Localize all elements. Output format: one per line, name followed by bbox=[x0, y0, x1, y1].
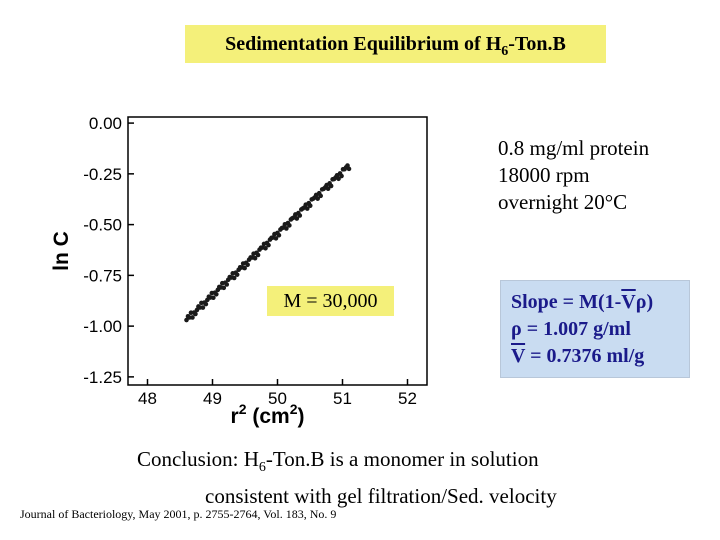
x-tick-label: 51 bbox=[333, 389, 352, 408]
data-point bbox=[276, 232, 282, 238]
data-point bbox=[304, 206, 310, 211]
data-point bbox=[287, 223, 292, 228]
data-point bbox=[263, 245, 268, 251]
conclusion-suffix: -Ton.B is a monomer in solution bbox=[265, 447, 539, 471]
data-point bbox=[234, 272, 240, 277]
x-tick-label: 50 bbox=[268, 389, 287, 408]
y-tick-label: 0.00 bbox=[89, 114, 122, 133]
conclusion-prefix: Conclusion: H bbox=[137, 447, 259, 471]
data-point bbox=[200, 305, 206, 310]
x-axis-label-unit: (cm bbox=[247, 405, 290, 428]
x-tick-label: 48 bbox=[138, 389, 157, 408]
slope-line-2: ρ = 1.007 g/ml bbox=[511, 318, 631, 340]
molecular-weight-label: M = 30,000 bbox=[267, 286, 394, 316]
y-tick-label: -0.50 bbox=[83, 216, 122, 235]
data-point bbox=[307, 203, 313, 208]
data-point bbox=[346, 166, 352, 172]
data-point bbox=[318, 193, 323, 199]
data-point bbox=[214, 291, 219, 297]
data-point bbox=[242, 265, 247, 271]
x-axis-label-main: r bbox=[231, 405, 239, 428]
citation: Journal of Bacteriology, May 2001, p. 27… bbox=[20, 507, 337, 521]
data-point bbox=[336, 176, 341, 182]
conclusion-line-2: consistent with gel filtration/Sed. velo… bbox=[205, 484, 557, 509]
v-bar-value: = 0.7376 ml/g bbox=[525, 345, 645, 367]
condition-speed: 18000 rpm bbox=[498, 163, 590, 187]
data-point bbox=[294, 216, 300, 221]
partial-specific-volume-symbol: V bbox=[621, 291, 636, 313]
slope-line-1: Slope = M(1-Vρ) bbox=[511, 289, 689, 316]
conclusion-text: Conclusion: H6-Ton.B is a monomer in sol… bbox=[137, 445, 557, 511]
data-point bbox=[325, 186, 331, 192]
data-point bbox=[245, 262, 250, 268]
experiment-conditions: 0.8 mg/ml protein 18000 rpm overnight 20… bbox=[498, 135, 649, 216]
x-axis-label-unit-sup: 2 bbox=[290, 401, 298, 417]
slope-equation-box: Slope = M(1-Vρ) ρ = 1.007 g/ml V = 0.737… bbox=[500, 280, 690, 378]
title-subscript: 6 bbox=[501, 44, 509, 59]
x-tick-label: 49 bbox=[203, 389, 222, 408]
y-tick-label: -0.75 bbox=[83, 266, 122, 285]
conclusion-line-1: Conclusion: H6-Ton.B is a monomer in sol… bbox=[137, 447, 539, 475]
conclusion-subscript: 6 bbox=[258, 460, 266, 476]
scatter-chart: 0.00 -0.25 -0.50 -0.75 -1.00 -1.25 48 49 50 51 52… bbox=[50, 114, 428, 428]
data-point bbox=[211, 295, 216, 301]
v-bar-symbol: V bbox=[511, 345, 526, 367]
data-points bbox=[184, 163, 352, 323]
data-point bbox=[315, 196, 320, 201]
x-axis-label-sup: 2 bbox=[239, 401, 247, 417]
data-point bbox=[193, 311, 198, 317]
data-point bbox=[266, 242, 271, 248]
slope-close: ) bbox=[646, 291, 654, 313]
title-suffix: -Ton.B bbox=[508, 33, 566, 55]
data-point bbox=[231, 275, 237, 281]
data-point bbox=[273, 236, 279, 241]
x-axis-label-close: ) bbox=[297, 405, 304, 428]
data-point bbox=[224, 282, 230, 287]
condition-time-temp: overnight 20°C bbox=[498, 190, 628, 214]
y-axis-ticks: 0.00 -0.25 -0.50 -0.75 -1.00 -1.25 bbox=[83, 114, 134, 387]
y-tick-label: -1.00 bbox=[83, 317, 122, 336]
data-point bbox=[284, 226, 289, 231]
data-point bbox=[252, 255, 258, 261]
x-axis-label: r2 (cm2) bbox=[231, 401, 305, 428]
data-point bbox=[297, 213, 303, 218]
data-point bbox=[255, 252, 261, 258]
data-point bbox=[190, 315, 195, 320]
y-tick-label: -1.25 bbox=[83, 368, 122, 387]
x-tick-label: 52 bbox=[398, 389, 417, 408]
x-axis-ticks: 48 49 50 51 52 bbox=[138, 379, 417, 408]
slope-text: Slope = M(1- bbox=[511, 291, 622, 313]
plot-frame bbox=[127, 116, 428, 386]
data-point bbox=[221, 285, 227, 291]
data-point bbox=[328, 183, 334, 189]
title-banner: Sedimentation Equilibrium of H6-Ton.B bbox=[185, 25, 606, 63]
slope-line-3: V = 0.7376 ml/g bbox=[511, 343, 689, 370]
data-point bbox=[339, 173, 344, 179]
data-point bbox=[203, 301, 209, 307]
y-tick-label: -0.25 bbox=[83, 165, 122, 184]
density-symbol: ρ bbox=[635, 291, 647, 313]
condition-concentration: 0.8 mg/ml protein bbox=[498, 136, 650, 160]
title-prefix: Sedimentation Equilibrium of H bbox=[225, 33, 502, 55]
y-axis-label: ln C bbox=[50, 231, 73, 271]
